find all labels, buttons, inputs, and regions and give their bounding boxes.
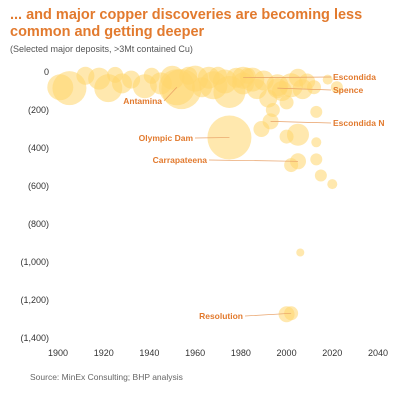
- bubble-48: [330, 81, 343, 94]
- point-label-2: Antamina: [123, 96, 162, 106]
- y-tick-3: (600): [28, 181, 49, 191]
- x-tick-6: 2020: [322, 348, 342, 358]
- y-axis: 0 (200) (400) (600) (800) (1,000) (1,200) (1,40…: [20, 67, 49, 343]
- y-tick-4: (800): [28, 219, 49, 229]
- bubble-31: [279, 95, 294, 110]
- point-label-5: Carrapateena: [153, 155, 208, 165]
- chart-title: ... and major copper discoveries are bec…: [10, 7, 363, 40]
- bubble-36: [307, 80, 321, 95]
- bubble-42: [310, 153, 323, 166]
- y-tick-5: (1,000): [20, 257, 49, 267]
- point-label-3: Escondida N: [333, 118, 384, 128]
- y-tick-2: (400): [28, 143, 49, 153]
- bubble-40: [279, 129, 294, 144]
- point-label-4: Olympic Dam: [139, 133, 194, 143]
- bubble-41: [311, 137, 322, 148]
- x-tick-3: 1960: [185, 348, 205, 358]
- point-label-1: Spence: [333, 85, 364, 95]
- leader-5: [208, 159, 299, 162]
- x-tick-5: 2000: [277, 348, 297, 358]
- y-tick-6: (1,200): [20, 295, 49, 305]
- x-axis: 1900 1920 1940 1960 1980 2000 2020 2040: [48, 348, 388, 358]
- point-labels: Escondida Spence Antamina Escondida N Olympi…: [123, 72, 384, 321]
- bubble-labeled-3: [262, 113, 279, 130]
- bubble-39: [310, 105, 323, 118]
- bubble-45: [327, 179, 338, 190]
- x-tick-1: 1920: [94, 348, 114, 358]
- bubble-46: [296, 248, 305, 257]
- leader-0: [243, 76, 332, 79]
- x-tick-0: 1900: [48, 348, 68, 358]
- point-label-0: Escondida: [333, 72, 376, 82]
- chart-subtitle: (Selected major deposits, >3Mt contained…: [10, 44, 193, 54]
- y-tick-0: 0: [44, 67, 49, 77]
- leader-3: [270, 121, 332, 124]
- x-tick-7: 2040: [368, 348, 388, 358]
- leader-6: [244, 312, 292, 317]
- point-label-6: Resolution: [199, 311, 243, 321]
- bubble-44: [314, 169, 327, 182]
- x-tick-2: 1940: [139, 348, 159, 358]
- bubble-49: [322, 74, 333, 85]
- bubble-layer: [47, 65, 343, 323]
- y-tick-7: (1,400): [20, 333, 49, 343]
- x-tick-4: 1980: [231, 348, 251, 358]
- leader-lines: [163, 76, 332, 317]
- source-note: Source: MinEx Consulting; BHP analysis: [30, 372, 183, 382]
- y-tick-1: (200): [28, 105, 49, 115]
- leader-2: [163, 86, 178, 102]
- leader-1: [277, 87, 332, 91]
